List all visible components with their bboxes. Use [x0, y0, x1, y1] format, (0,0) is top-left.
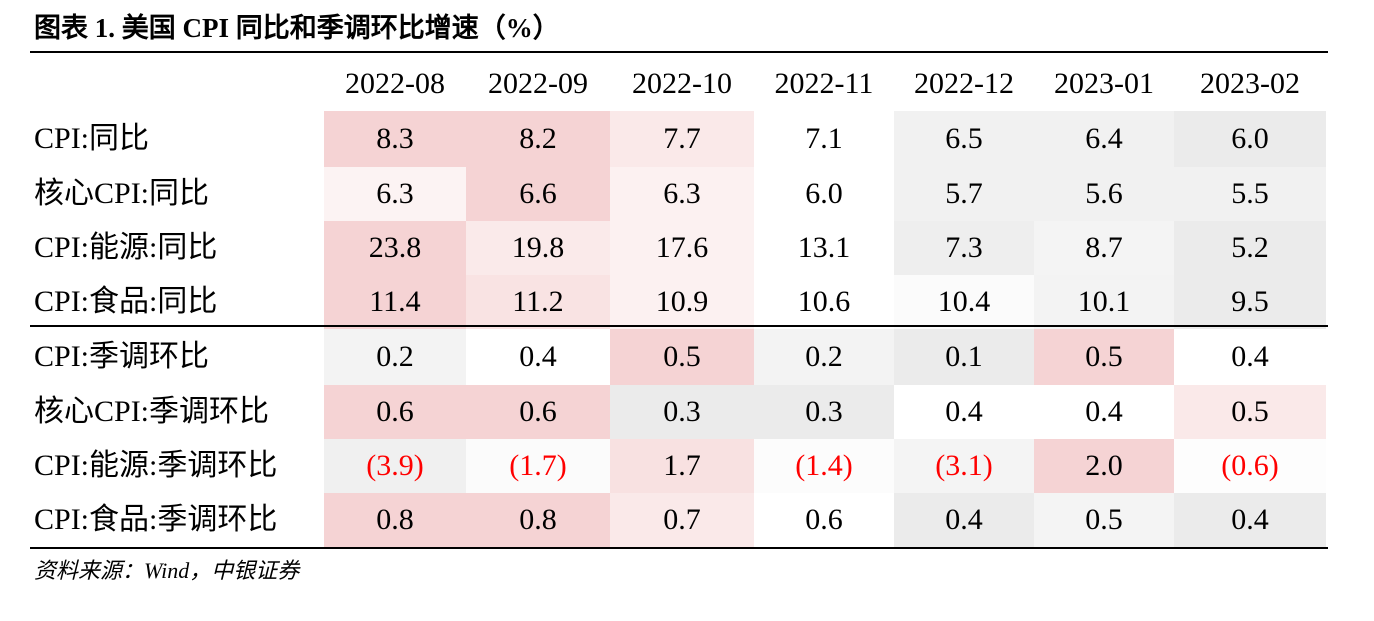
table-cell: 10.9 — [610, 275, 754, 329]
table-cell: 0.7 — [610, 493, 754, 547]
row-label: CPI:食品:季调环比 — [34, 503, 278, 536]
table-cell: 1.7 — [610, 439, 754, 493]
table-cell: 17.6 — [610, 221, 754, 275]
column-header: 2022-11 — [774, 67, 874, 100]
table-cell: 0.1 — [894, 329, 1034, 385]
table-cell: 5.2 — [1174, 221, 1326, 275]
mom-row: 核心CPI:季调环比 0.6 0.6 0.3 0.3 0.4 0.4 0.5 — [30, 385, 1326, 439]
section-divider — [30, 325, 1328, 327]
table-cell: (1.4) — [754, 439, 894, 493]
yoy-row: CPI:能源:同比 23.8 19.8 17.6 13.1 7.3 8.7 5.2 — [30, 221, 1326, 275]
source-note: 资料来源：Wind，中银证券 — [34, 558, 300, 583]
table-cell: 6.0 — [1174, 111, 1326, 167]
yoy-row: 核心CPI:同比 6.3 6.6 6.3 6.0 5.7 5.6 5.5 — [30, 167, 1326, 221]
header-corner — [30, 57, 324, 111]
yoy-row: CPI:同比 8.3 8.2 7.7 7.1 6.5 6.4 6.0 — [30, 111, 1326, 167]
table-cell: 0.4 — [466, 329, 610, 385]
table-cell: 10.1 — [1034, 275, 1174, 329]
mom-row: CPI:季调环比 0.2 0.4 0.5 0.2 0.1 0.5 0.4 — [30, 329, 1326, 385]
table-cell: 5.7 — [894, 167, 1034, 221]
table-cell: 0.4 — [1174, 493, 1326, 547]
table-cell: 0.4 — [894, 493, 1034, 547]
table-cell: 5.6 — [1034, 167, 1174, 221]
table-cell: 0.4 — [1034, 385, 1174, 439]
column-header: 2022-10 — [632, 67, 732, 100]
table-cell: 6.4 — [1034, 111, 1174, 167]
table-cell: 6.3 — [324, 167, 466, 221]
row-label: CPI:同比 — [34, 122, 150, 155]
row-label: 核心CPI:同比 — [34, 177, 210, 210]
table-cell: 0.8 — [324, 493, 466, 547]
table-cell: (0.6) — [1174, 439, 1326, 493]
table-cell: 11.2 — [466, 275, 610, 329]
table-cell: 0.4 — [894, 385, 1034, 439]
table-cell: 0.8 — [466, 493, 610, 547]
table-cell: 0.3 — [610, 385, 754, 439]
table-cell: 7.7 — [610, 111, 754, 167]
bottom-rule — [30, 547, 1328, 549]
table-cell: 23.8 — [324, 221, 466, 275]
table-cell: 0.6 — [324, 385, 466, 439]
table-cell: 0.5 — [610, 329, 754, 385]
row-label: CPI:食品:同比 — [34, 285, 218, 318]
column-header: 2023-01 — [1054, 67, 1154, 100]
table-cell: 0.5 — [1034, 329, 1174, 385]
cpi-table: 2022-08 2022-09 2022-10 2022-11 2022-12 … — [30, 57, 1326, 547]
table-cell: (3.1) — [894, 439, 1034, 493]
table-cell: 9.5 — [1174, 275, 1326, 329]
table-cell: (1.7) — [466, 439, 610, 493]
table-cell: 10.4 — [894, 275, 1034, 329]
table-cell: 0.3 — [754, 385, 894, 439]
table-cell: 6.5 — [894, 111, 1034, 167]
row-label: CPI:能源:季调环比 — [34, 449, 278, 482]
table-cell: 0.6 — [466, 385, 610, 439]
row-label: 核心CPI:季调环比 — [34, 395, 270, 428]
row-label: CPI:能源:同比 — [34, 231, 218, 264]
mom-row: CPI:食品:季调环比 0.8 0.8 0.7 0.6 0.4 0.5 0.4 — [30, 493, 1326, 547]
table-cell: 8.3 — [324, 111, 466, 167]
column-header: 2022-12 — [914, 67, 1014, 100]
table-cell: 5.5 — [1174, 167, 1326, 221]
column-header: 2022-09 — [488, 67, 588, 100]
table-cell: 0.4 — [1174, 329, 1326, 385]
table-cell: 0.2 — [754, 329, 894, 385]
table-cell: 0.2 — [324, 329, 466, 385]
header-row: 2022-08 2022-09 2022-10 2022-11 2022-12 … — [30, 57, 1326, 111]
table-cell: 2.0 — [1034, 439, 1174, 493]
table-cell: 0.6 — [754, 493, 894, 547]
column-header: 2023-02 — [1200, 67, 1300, 100]
top-rule — [30, 51, 1328, 53]
table-cell: 8.7 — [1034, 221, 1174, 275]
table-cell: 10.6 — [754, 275, 894, 329]
table-title: 图表 1. 美国 CPI 同比和季调环比增速（%） — [34, 13, 560, 43]
mom-row: CPI:能源:季调环比 (3.9) (1.7) 1.7 (1.4) (3.1) 2.0 (0.… — [30, 439, 1326, 493]
table-cell: 6.0 — [754, 167, 894, 221]
table-cell: 19.8 — [466, 221, 610, 275]
yoy-row: CPI:食品:同比 11.4 11.2 10.9 10.6 10.4 10.1 9.5 — [30, 275, 1326, 329]
table-cell: 0.5 — [1034, 493, 1174, 547]
table-cell: 6.6 — [466, 167, 610, 221]
table-cell: 0.5 — [1174, 385, 1326, 439]
column-header: 2022-08 — [345, 67, 445, 100]
row-label: CPI:季调环比 — [34, 340, 210, 373]
table-cell: 7.1 — [754, 111, 894, 167]
table-cell: 6.3 — [610, 167, 754, 221]
table-cell: 8.2 — [466, 111, 610, 167]
table-cell: 7.3 — [894, 221, 1034, 275]
table-cell: 13.1 — [754, 221, 894, 275]
table-cell: (3.9) — [324, 439, 466, 493]
table-cell: 11.4 — [324, 275, 466, 329]
